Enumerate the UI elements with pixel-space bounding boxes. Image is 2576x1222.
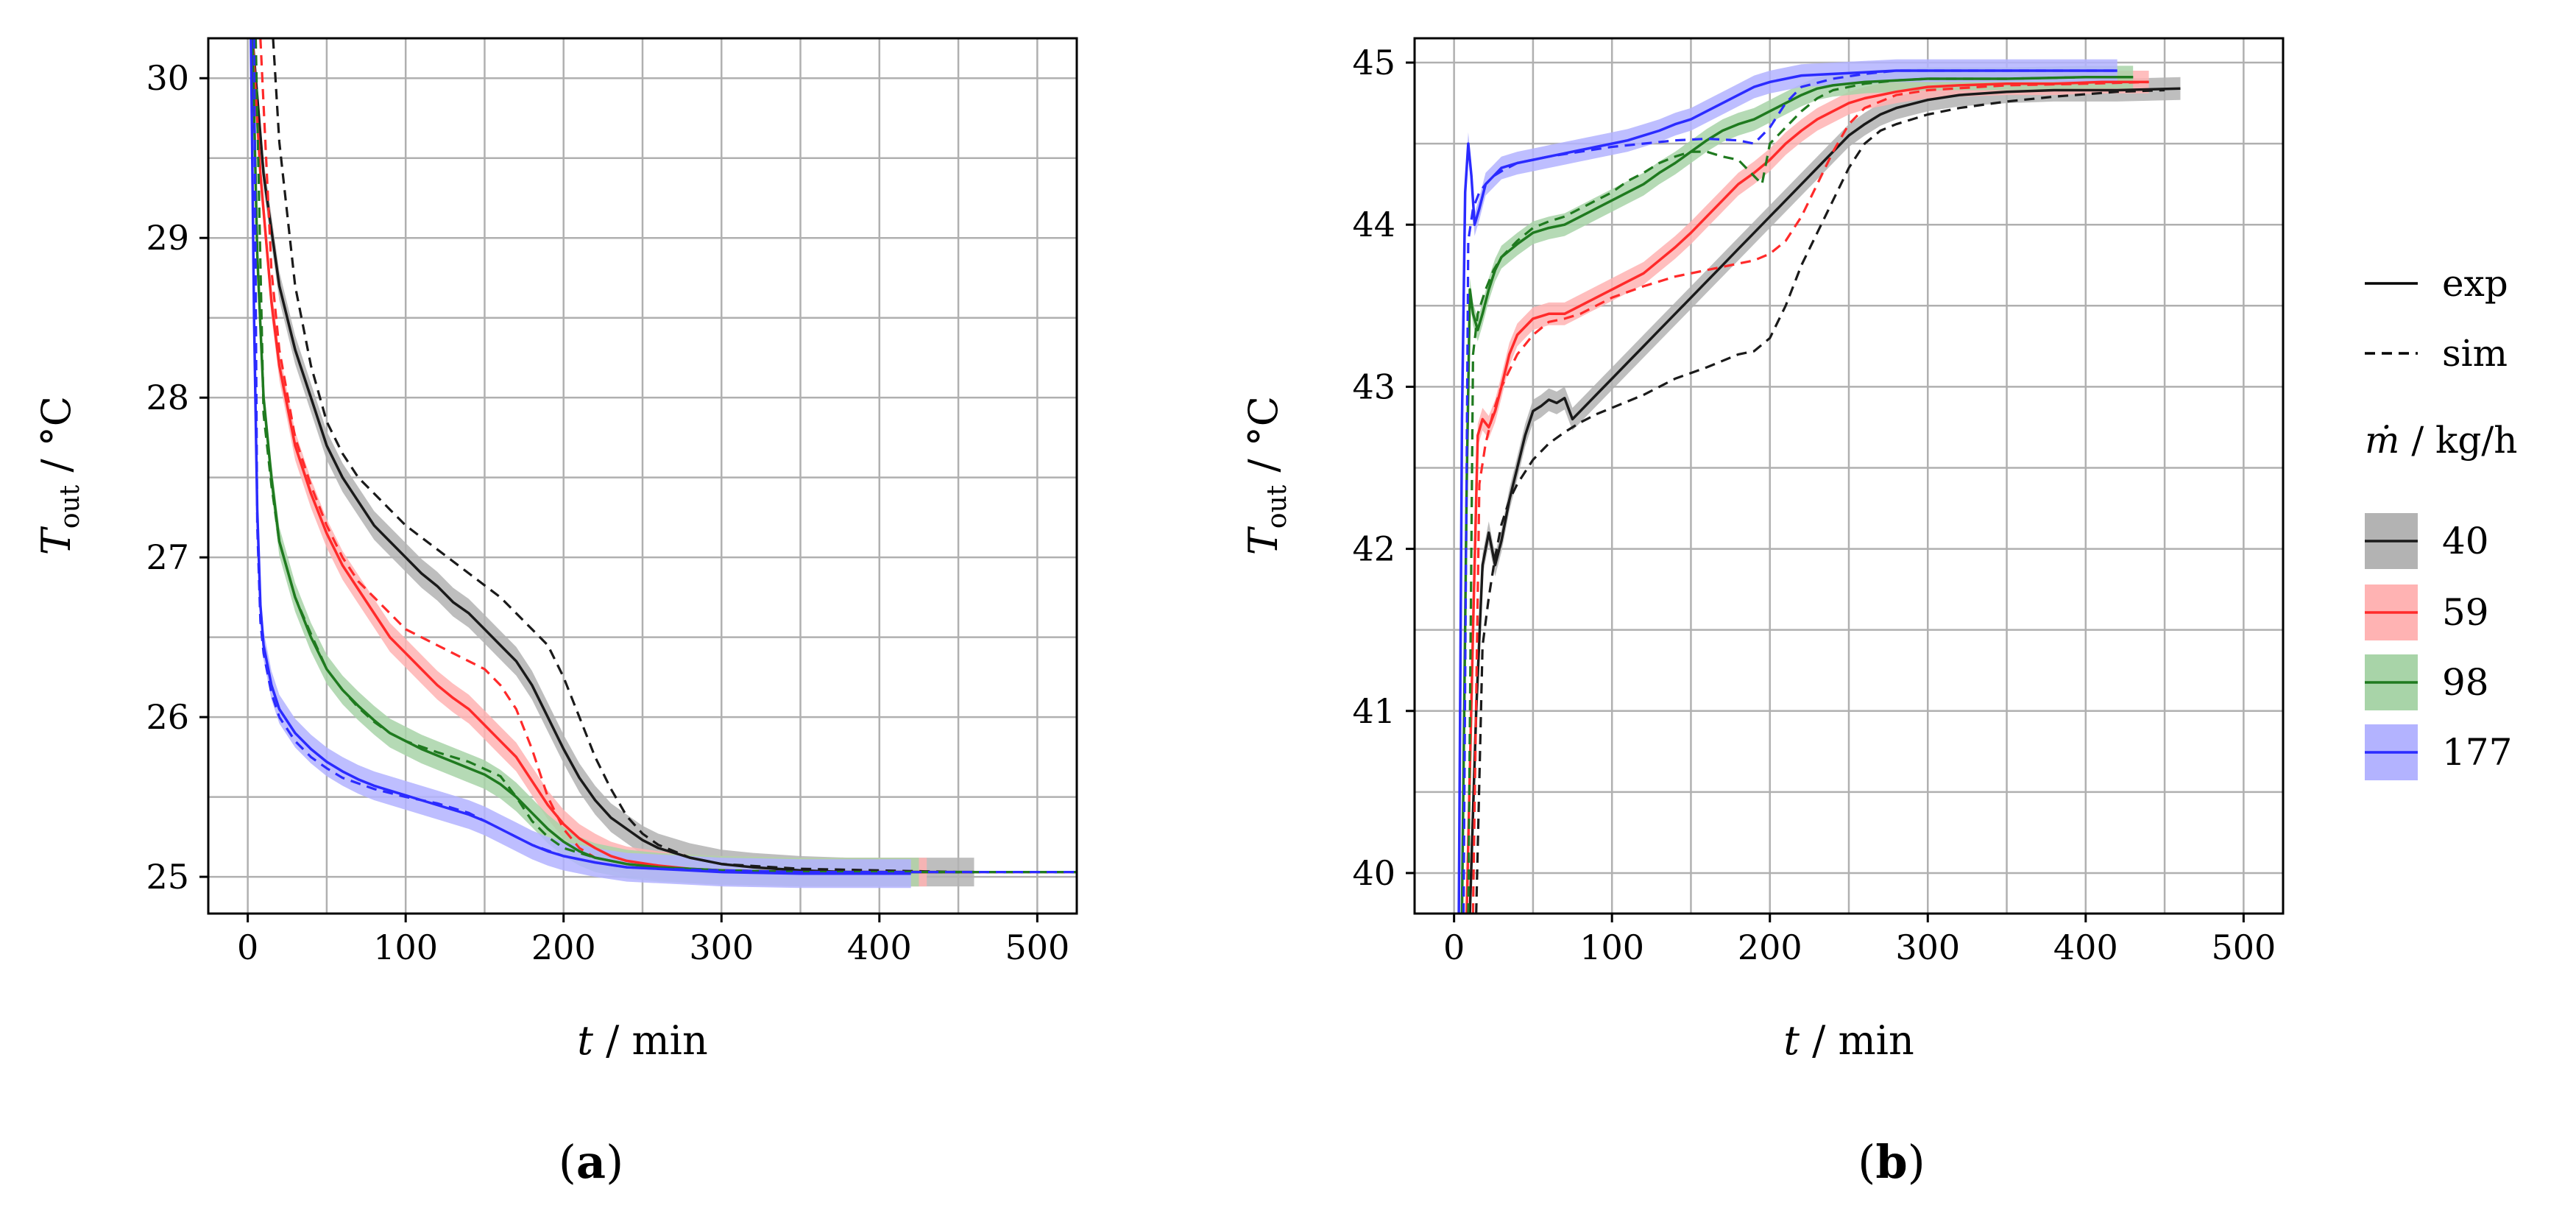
y-axis-label-a: Tout / °C bbox=[33, 396, 85, 555]
series-a-177-exp bbox=[250, 38, 911, 875]
legend: exp sim ṁ / kg/h 40 59 98 177 bbox=[2365, 262, 2517, 780]
x-tick-label-a-2: 200 bbox=[531, 928, 596, 967]
y-tick-label-a-5: 30 bbox=[146, 58, 189, 98]
y-ticks-a: 25 26 27 28 29 30 bbox=[146, 58, 208, 897]
y-tick-label-a-2: 27 bbox=[146, 537, 189, 577]
panel-a: 0 100 200 300 400 500 25 26 27 28 29 30 t / min To… bbox=[33, 37, 1078, 1189]
axes-frame-b bbox=[1413, 37, 2285, 915]
axes-frame-a bbox=[207, 37, 1078, 915]
legend-label-59: 59 bbox=[2442, 591, 2489, 634]
x-tick-label-a-0: 0 bbox=[237, 928, 258, 967]
y-tick-label-b-5: 45 bbox=[1352, 43, 1395, 82]
bands-b bbox=[1459, 59, 2181, 914]
series-a-59-sim bbox=[259, 38, 1077, 874]
caption-a: (a) bbox=[559, 1135, 624, 1189]
x-tick-label-b-4: 400 bbox=[2053, 928, 2118, 967]
band-a-177 bbox=[250, 38, 911, 889]
series-b-177-exp bbox=[1457, 69, 2117, 914]
y-tick-label-b-4: 44 bbox=[1352, 205, 1395, 244]
x-tick-label-b-0: 0 bbox=[1443, 928, 1465, 967]
x-tick-label-a-4: 400 bbox=[847, 928, 912, 967]
caption-b: (b) bbox=[1858, 1135, 1925, 1189]
series-b-98-exp bbox=[1460, 76, 2134, 914]
y-tick-label-b-3: 43 bbox=[1352, 367, 1395, 406]
x-tick-label-b-5: 500 bbox=[2211, 928, 2276, 967]
series-a-59-exp bbox=[251, 38, 927, 874]
band-b-40 bbox=[1470, 77, 2181, 914]
panel-b: 0 100 200 300 400 500 40 41 42 43 44 45 t / min To… bbox=[1240, 37, 2285, 1189]
series-a-40-sim bbox=[272, 38, 1077, 874]
series-a-40-exp bbox=[251, 38, 974, 874]
series-b-40-sim bbox=[1475, 88, 2165, 914]
y-tick-label-b-2: 42 bbox=[1352, 529, 1395, 569]
legend-exp-label: exp bbox=[2442, 262, 2508, 305]
series-b-177-sim bbox=[1462, 69, 2117, 914]
series-b-59-sim bbox=[1471, 80, 2149, 914]
series-b-98-sim bbox=[1467, 76, 2134, 914]
bands-a bbox=[250, 38, 974, 889]
y-tick-label-a-0: 25 bbox=[146, 857, 189, 897]
x-axis-label-b: t / min bbox=[1783, 1017, 1914, 1064]
series-a-98-sim bbox=[254, 38, 1077, 874]
series-b-40-exp bbox=[1468, 87, 2181, 914]
y-tick-label-a-3: 28 bbox=[146, 378, 189, 417]
legend-sim-label: sim bbox=[2442, 332, 2508, 375]
series-b-59-exp bbox=[1465, 80, 2149, 914]
y-tick-label-b-0: 40 bbox=[1352, 853, 1395, 893]
y-tick-label-b-1: 41 bbox=[1352, 691, 1395, 731]
grid-a bbox=[208, 38, 1077, 914]
x-tick-label-b-1: 100 bbox=[1579, 928, 1644, 967]
x-tick-label-b-2: 200 bbox=[1738, 928, 1802, 967]
band-a-98 bbox=[252, 38, 919, 887]
legend-mdot-title: ṁ / kg/h bbox=[2365, 419, 2517, 462]
y-tick-label-a-4: 29 bbox=[146, 218, 189, 258]
x-ticks-b: 0 100 200 300 400 500 bbox=[1443, 914, 2276, 967]
band-b-59 bbox=[1466, 71, 2149, 914]
x-tick-label-b-3: 300 bbox=[1895, 928, 1960, 967]
band-a-59 bbox=[252, 38, 927, 887]
y-axis-label-b: Tout / °C bbox=[1240, 396, 1292, 555]
series-a-98-exp bbox=[251, 38, 919, 874]
band-a-40 bbox=[252, 38, 974, 887]
y-tick-label-a-1: 26 bbox=[146, 697, 189, 737]
legend-entries: 40 59 98 177 bbox=[2365, 513, 2512, 780]
x-tick-label-a-5: 500 bbox=[1005, 928, 1069, 967]
x-tick-label-a-1: 100 bbox=[373, 928, 438, 967]
legend-label-40: 40 bbox=[2442, 520, 2489, 562]
x-axis-label-a: t / min bbox=[577, 1017, 707, 1064]
lines-b bbox=[1457, 69, 2181, 914]
lines-a bbox=[250, 38, 1077, 875]
series-a-177-sim bbox=[252, 38, 1077, 874]
x-ticks-a: 0 100 200 300 400 500 bbox=[237, 914, 1069, 967]
x-tick-label-a-3: 300 bbox=[689, 928, 754, 967]
y-ticks-b: 40 41 42 43 44 45 bbox=[1352, 43, 1415, 893]
legend-label-177: 177 bbox=[2442, 731, 2512, 774]
legend-label-98: 98 bbox=[2442, 661, 2489, 704]
